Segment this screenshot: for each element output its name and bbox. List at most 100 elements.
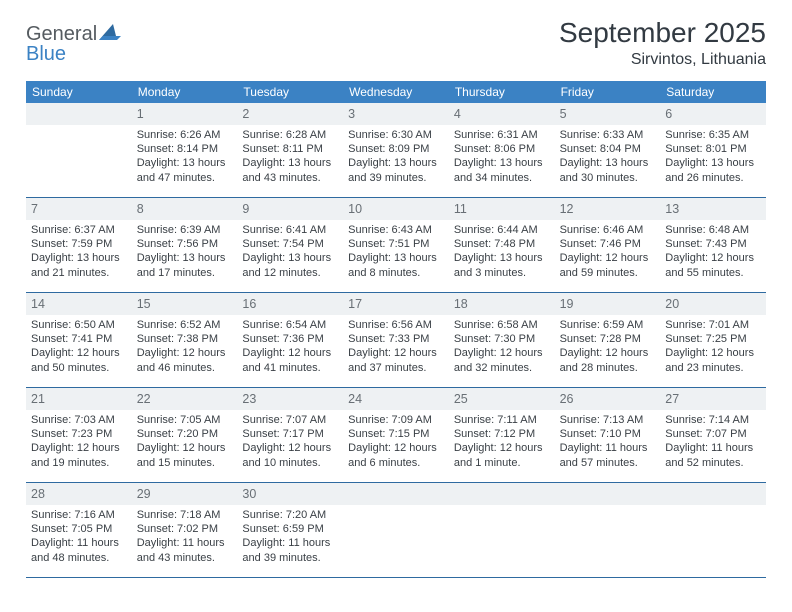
daylight-text: Daylight: 13 hours and 17 minutes. bbox=[137, 251, 233, 280]
daynum-cell: 9 bbox=[237, 198, 343, 220]
sunrise-text: Sunrise: 6:43 AM bbox=[348, 223, 444, 237]
day-number: 9 bbox=[242, 202, 249, 216]
sunset-text: Sunset: 7:07 PM bbox=[665, 427, 761, 441]
month-title: September 2025 bbox=[559, 18, 766, 49]
day-cell: Sunrise: 6:41 AMSunset: 7:54 PMDaylight:… bbox=[237, 220, 343, 292]
day-header-fri: Friday bbox=[555, 81, 661, 103]
daylight-text: Daylight: 11 hours and 52 minutes. bbox=[665, 441, 761, 470]
sunrise-text: Sunrise: 7:03 AM bbox=[31, 413, 127, 427]
daynum-cell: 21 bbox=[26, 388, 132, 410]
day-number: 5 bbox=[560, 107, 567, 121]
sunrise-text: Sunrise: 6:26 AM bbox=[137, 128, 233, 142]
day-cell: Sunrise: 7:09 AMSunset: 7:15 PMDaylight:… bbox=[343, 410, 449, 482]
sunset-text: Sunset: 6:59 PM bbox=[242, 522, 338, 536]
day-number: 17 bbox=[348, 297, 362, 311]
week-row: Sunrise: 6:37 AMSunset: 7:59 PMDaylight:… bbox=[26, 220, 766, 293]
daylight-text: Daylight: 13 hours and 26 minutes. bbox=[665, 156, 761, 185]
daylight-text: Daylight: 11 hours and 39 minutes. bbox=[242, 536, 338, 565]
daynum-row: 78910111213 bbox=[26, 198, 766, 220]
location: Sirvintos, Lithuania bbox=[559, 51, 766, 69]
sunset-text: Sunset: 7:38 PM bbox=[137, 332, 233, 346]
daylight-text: Daylight: 13 hours and 30 minutes. bbox=[560, 156, 656, 185]
sunset-text: Sunset: 7:20 PM bbox=[137, 427, 233, 441]
day-cell: Sunrise: 7:05 AMSunset: 7:20 PMDaylight:… bbox=[132, 410, 238, 482]
sunrise-text: Sunrise: 6:39 AM bbox=[137, 223, 233, 237]
sunset-text: Sunset: 8:09 PM bbox=[348, 142, 444, 156]
sunset-text: Sunset: 8:04 PM bbox=[560, 142, 656, 156]
daylight-text: Daylight: 13 hours and 3 minutes. bbox=[454, 251, 550, 280]
sunrise-text: Sunrise: 7:05 AM bbox=[137, 413, 233, 427]
day-header-mon: Monday bbox=[132, 81, 238, 103]
sunrise-text: Sunrise: 6:54 AM bbox=[242, 318, 338, 332]
daynum-cell: 13 bbox=[660, 198, 766, 220]
sunset-text: Sunset: 7:46 PM bbox=[560, 237, 656, 251]
logo-text-1: General bbox=[26, 23, 97, 45]
daylight-text: Daylight: 12 hours and 46 minutes. bbox=[137, 346, 233, 375]
day-cell: Sunrise: 7:07 AMSunset: 7:17 PMDaylight:… bbox=[237, 410, 343, 482]
daynum-cell bbox=[343, 483, 449, 505]
daynum-cell: 11 bbox=[449, 198, 555, 220]
daynum-cell: 26 bbox=[555, 388, 661, 410]
daynum-cell: 29 bbox=[132, 483, 238, 505]
sunset-text: Sunset: 7:54 PM bbox=[242, 237, 338, 251]
daylight-text: Daylight: 12 hours and 6 minutes. bbox=[348, 441, 444, 470]
day-cell: Sunrise: 7:16 AMSunset: 7:05 PMDaylight:… bbox=[26, 505, 132, 577]
day-cell: Sunrise: 6:26 AMSunset: 8:14 PMDaylight:… bbox=[132, 125, 238, 197]
day-number: 1 bbox=[137, 107, 144, 121]
daynum-row: 282930 bbox=[26, 483, 766, 505]
sunset-text: Sunset: 7:10 PM bbox=[560, 427, 656, 441]
daynum-cell: 6 bbox=[660, 103, 766, 125]
daylight-text: Daylight: 13 hours and 12 minutes. bbox=[242, 251, 338, 280]
day-cell: Sunrise: 6:54 AMSunset: 7:36 PMDaylight:… bbox=[237, 315, 343, 387]
daynum-cell: 7 bbox=[26, 198, 132, 220]
day-cell bbox=[449, 505, 555, 577]
day-cell: Sunrise: 7:11 AMSunset: 7:12 PMDaylight:… bbox=[449, 410, 555, 482]
day-cell: Sunrise: 6:39 AMSunset: 7:56 PMDaylight:… bbox=[132, 220, 238, 292]
daynum-cell: 10 bbox=[343, 198, 449, 220]
daylight-text: Daylight: 12 hours and 19 minutes. bbox=[31, 441, 127, 470]
day-number: 22 bbox=[137, 392, 151, 406]
sunset-text: Sunset: 7:56 PM bbox=[137, 237, 233, 251]
daynum-cell: 14 bbox=[26, 293, 132, 315]
daylight-text: Daylight: 13 hours and 47 minutes. bbox=[137, 156, 233, 185]
day-cell: Sunrise: 7:14 AMSunset: 7:07 PMDaylight:… bbox=[660, 410, 766, 482]
day-number: 7 bbox=[31, 202, 38, 216]
sunrise-text: Sunrise: 7:01 AM bbox=[665, 318, 761, 332]
day-number: 14 bbox=[31, 297, 45, 311]
day-cell: Sunrise: 6:33 AMSunset: 8:04 PMDaylight:… bbox=[555, 125, 661, 197]
sunrise-text: Sunrise: 6:56 AM bbox=[348, 318, 444, 332]
day-cell: Sunrise: 6:50 AMSunset: 7:41 PMDaylight:… bbox=[26, 315, 132, 387]
daynum-cell: 20 bbox=[660, 293, 766, 315]
daylight-text: Daylight: 12 hours and 10 minutes. bbox=[242, 441, 338, 470]
daynum-row: 21222324252627 bbox=[26, 388, 766, 410]
day-number: 4 bbox=[454, 107, 461, 121]
daylight-text: Daylight: 12 hours and 15 minutes. bbox=[137, 441, 233, 470]
day-number: 3 bbox=[348, 107, 355, 121]
sunset-text: Sunset: 7:25 PM bbox=[665, 332, 761, 346]
sunset-text: Sunset: 7:41 PM bbox=[31, 332, 127, 346]
sunrise-text: Sunrise: 6:31 AM bbox=[454, 128, 550, 142]
week-row: Sunrise: 6:50 AMSunset: 7:41 PMDaylight:… bbox=[26, 315, 766, 388]
day-cell bbox=[660, 505, 766, 577]
day-cell: Sunrise: 7:01 AMSunset: 7:25 PMDaylight:… bbox=[660, 315, 766, 387]
day-header-tue: Tuesday bbox=[237, 81, 343, 103]
day-cell: Sunrise: 6:46 AMSunset: 7:46 PMDaylight:… bbox=[555, 220, 661, 292]
sunrise-text: Sunrise: 6:52 AM bbox=[137, 318, 233, 332]
sunset-text: Sunset: 7:48 PM bbox=[454, 237, 550, 251]
daynum-cell: 30 bbox=[237, 483, 343, 505]
daynum-cell: 17 bbox=[343, 293, 449, 315]
day-number: 15 bbox=[137, 297, 151, 311]
day-cell: Sunrise: 6:56 AMSunset: 7:33 PMDaylight:… bbox=[343, 315, 449, 387]
daynum-row: 123456 bbox=[26, 103, 766, 125]
sunset-text: Sunset: 7:43 PM bbox=[665, 237, 761, 251]
day-number: 21 bbox=[31, 392, 45, 406]
day-number: 29 bbox=[137, 487, 151, 501]
logo: GeneralBlue bbox=[26, 18, 121, 64]
calendar-page: GeneralBlue September 2025 Sirvintos, Li… bbox=[0, 0, 792, 612]
week-row: Sunrise: 7:16 AMSunset: 7:05 PMDaylight:… bbox=[26, 505, 766, 578]
daynum-cell: 8 bbox=[132, 198, 238, 220]
sunset-text: Sunset: 8:06 PM bbox=[454, 142, 550, 156]
daynum-cell bbox=[449, 483, 555, 505]
sunrise-text: Sunrise: 7:16 AM bbox=[31, 508, 127, 522]
daynum-cell: 16 bbox=[237, 293, 343, 315]
